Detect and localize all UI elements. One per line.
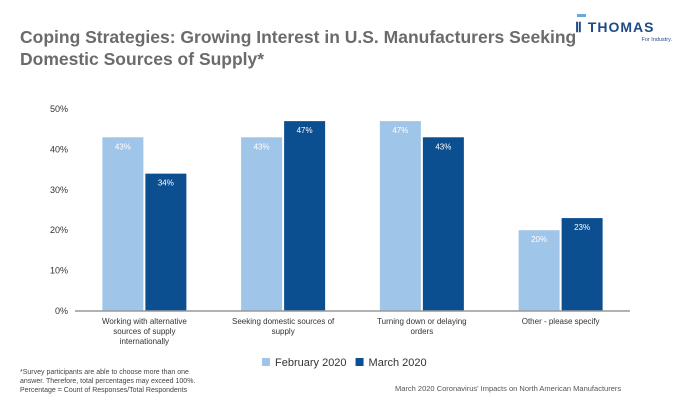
source-note: March 2020 Coronavirus' Impacts on North… [395, 384, 622, 393]
footnote-line: answer. Therefore, total percentages may… [20, 378, 196, 385]
bar [422, 137, 464, 311]
legend-label: February 2020 [275, 357, 347, 369]
bar [241, 137, 283, 311]
logo-tagline: For Industry. [641, 37, 672, 43]
y-tick-label: 40% [50, 144, 68, 154]
footnote-line: Percentage = Count of Responses/Total Re… [20, 387, 188, 394]
data-label: 47% [297, 126, 313, 135]
chart-title: Coping Strategies: Growing Interest in U… [20, 27, 577, 69]
footnote-line: *Survey participants are able to choose … [20, 369, 189, 376]
bar [379, 121, 421, 312]
logo-name: THOMAS [587, 19, 655, 35]
data-label: 43% [254, 142, 270, 151]
bar [145, 173, 187, 311]
legend-swatch [355, 358, 364, 366]
data-label: 47% [392, 126, 408, 135]
x-tick-label: Working with alternative sources of suppl… [102, 317, 187, 346]
y-tick-label: 30% [50, 185, 68, 195]
bar [518, 230, 560, 311]
data-label: 34% [158, 179, 174, 188]
data-label: 43% [115, 142, 131, 151]
y-tick-label: 10% [50, 266, 68, 276]
y-tick-label: 50% [50, 104, 68, 114]
data-label: 43% [435, 142, 451, 151]
legend-swatch [262, 358, 270, 366]
x-tick-label: Other - please specify [522, 317, 600, 326]
y-tick-label: 20% [50, 225, 68, 235]
footnote: *Survey participants are able to choose … [20, 368, 220, 395]
y-tick-label: 0% [55, 306, 68, 316]
legend-label: March 2020 [369, 357, 427, 369]
thomas-logo: Ⅱ THOMAS For Industry. [575, 14, 675, 48]
logo-mark [577, 14, 586, 17]
x-tick-label: Turning down or delaying orders [377, 317, 467, 336]
bar [102, 137, 144, 311]
data-label: 23% [574, 223, 590, 232]
bar [284, 121, 326, 312]
data-label: 20% [531, 235, 547, 244]
x-tick-label: Seeking domestic sources of supply [232, 317, 335, 336]
bar [561, 218, 603, 311]
